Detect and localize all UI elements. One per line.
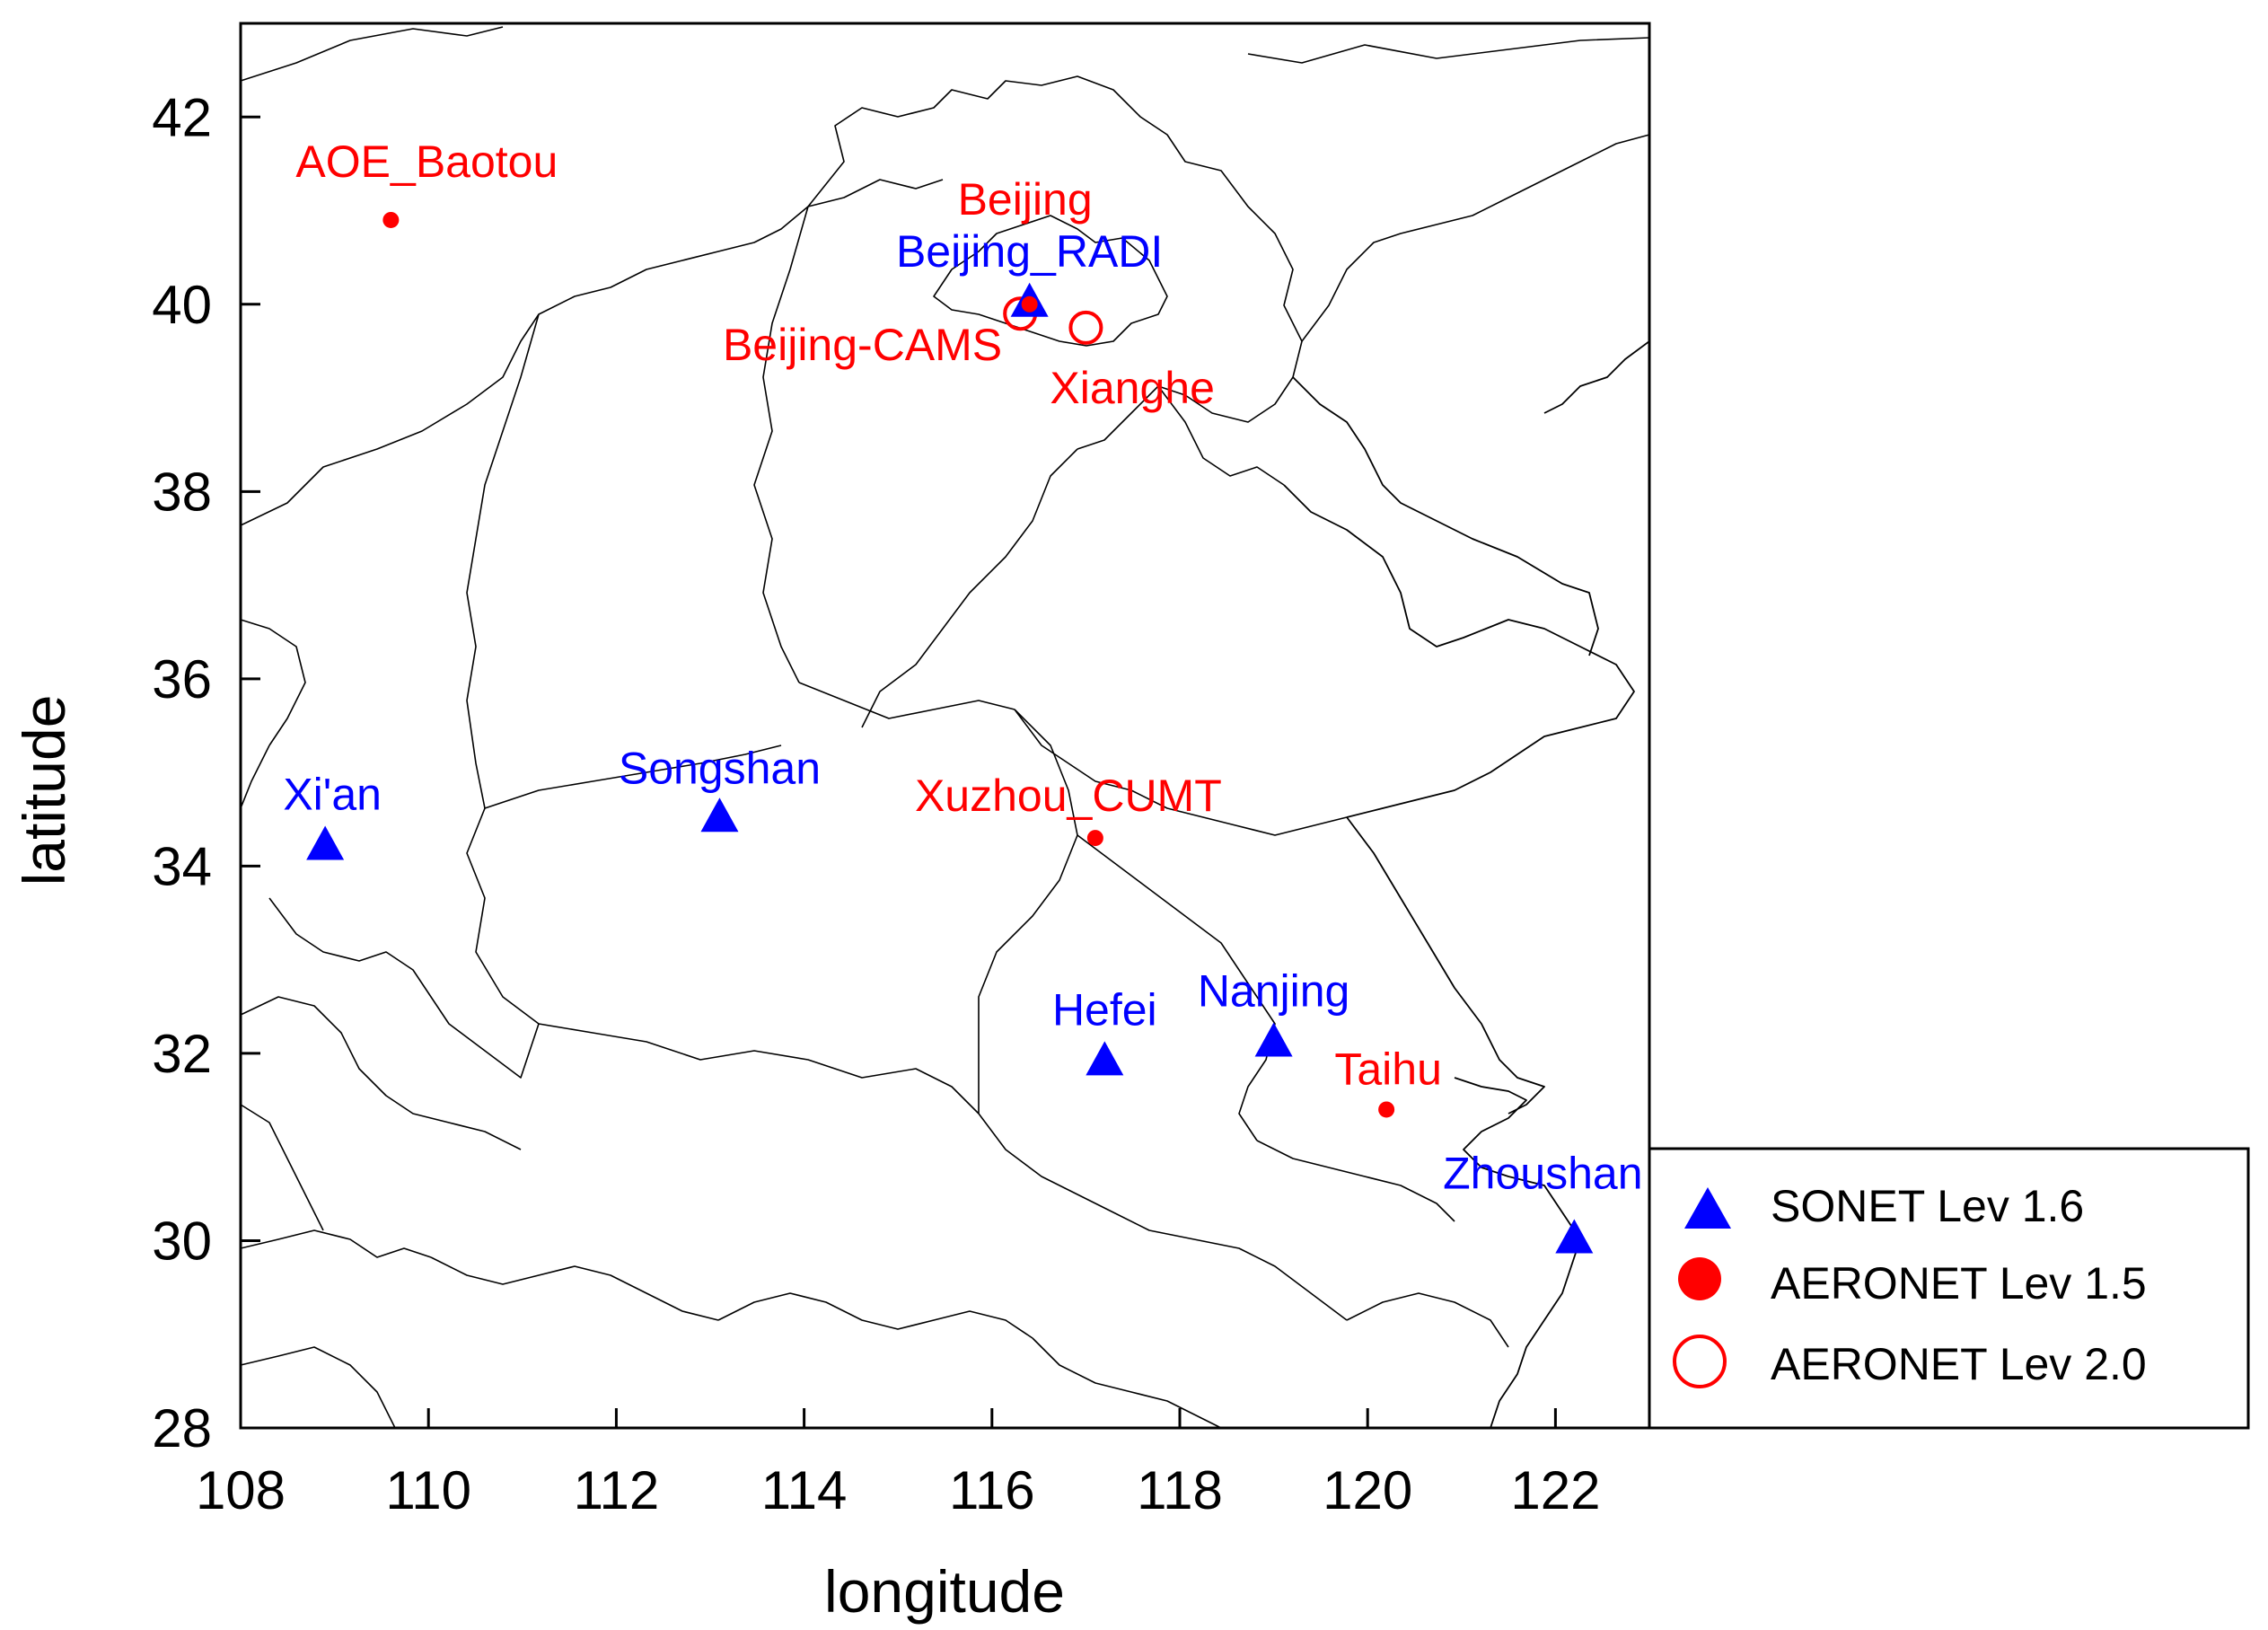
site-label: Hefei [1052,984,1157,1035]
x-tick-label: 118 [1137,1460,1223,1520]
legend-item-sonet: SONET Lev 1.6 [1684,1181,2084,1231]
legend-box [1648,1147,2250,1430]
site-label: Xuzhou_CUMT [915,771,1222,821]
x-tick-label: 110 [385,1460,471,1520]
site-triangle-marker [1086,1041,1124,1076]
site-label: Taihu [1334,1044,1442,1094]
y-tick-label: 40 [152,275,212,335]
site-filled-circle-marker [1021,295,1038,313]
legend-item-aeronet-15: AERONET Lev 1.5 [1678,1257,2147,1308]
site-label: Nanjing [1198,966,1350,1017]
legend-filled-circle-icon [1678,1257,1721,1300]
y-tick-label: 42 [152,87,212,147]
site-label: Xianghe [1050,363,1215,413]
site-open-circle-marker [1068,310,1103,345]
y-tick-label: 36 [152,649,212,709]
site-label: AOE_Baotou [295,137,558,187]
site-label: Beijing_RADI [896,226,1163,277]
site-label: Beijing [958,174,1093,225]
site-filled-circle-marker [1086,830,1103,847]
site-triangle-marker [1555,1219,1594,1254]
legend-label-sonet: SONET Lev 1.6 [1771,1181,2084,1231]
site-label: Xi'an [283,770,382,820]
x-tick-label: 116 [949,1460,1035,1520]
y-tick-label: 28 [152,1398,212,1458]
y-tick-label: 30 [152,1211,212,1271]
x-tick-label: 114 [761,1460,848,1520]
y-axis: 28 30 32 34 36 38 40 42 [152,87,260,1458]
y-axis-title: latitude [11,695,77,886]
site-triangle-marker [306,825,345,860]
site-label: Songshan [619,743,821,793]
legend-label-aeronet-15: AERONET Lev 1.5 [1771,1258,2147,1308]
x-axis-title: longitude [824,1558,1065,1625]
site-triangle-marker [1254,1022,1293,1057]
legend: SONET Lev 1.6 AERONET Lev 1.5 AERONET Le… [1648,1147,2250,1430]
site-filled-circle-marker [382,211,400,228]
x-axis: 108 110 112 114 116 118 120 122 [196,1408,1600,1520]
site-filled-circle-marker [1378,1101,1395,1118]
plot-frame [239,22,1651,1430]
legend-label-aeronet-20: AERONET Lev 2.0 [1771,1339,2147,1389]
legend-triangle-icon [1684,1187,1731,1229]
site-label: Beijing-CAMS [723,320,1002,370]
x-tick-label: 108 [196,1460,286,1520]
x-tick-label: 112 [574,1460,660,1520]
y-tick-label: 32 [152,1024,212,1084]
site-label: Zhoushan [1443,1148,1642,1198]
x-tick-label: 120 [1323,1460,1412,1520]
y-tick-label: 34 [152,836,212,896]
y-tick-label: 38 [152,462,212,522]
province-boundaries [240,26,1650,1429]
legend-item-aeronet-20: AERONET Lev 2.0 [1673,1335,2147,1389]
site-triangle-marker [700,797,739,833]
legend-open-circle-icon [1673,1335,1727,1388]
x-tick-label: 122 [1510,1460,1600,1520]
